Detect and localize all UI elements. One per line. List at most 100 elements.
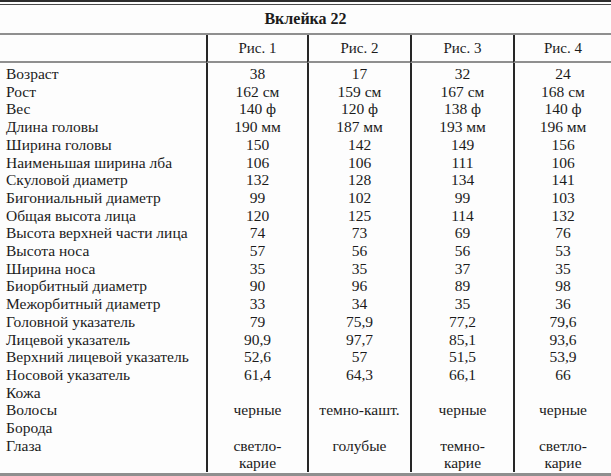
value-cell: 35 (307, 260, 410, 278)
value-cell: 57 (206, 242, 307, 260)
value-cell: 159 см (307, 83, 410, 101)
value-cell: 106 (307, 154, 410, 172)
column-header-fig1: Рис. 1 (206, 35, 307, 63)
measurements-table: Рис. 1 Рис. 2 Рис. 3 Рис. 4 Возраст38173… (0, 35, 611, 473)
value-cell: 97,7 (307, 331, 410, 349)
value-cell: 73 (307, 224, 410, 242)
value-cell (410, 384, 513, 402)
value-cell: 193 мм (410, 118, 513, 136)
value-cell: 156 (513, 136, 611, 154)
row-label: Возраст (0, 63, 206, 83)
value-cell: 37 (410, 260, 513, 278)
value-cell: 106 (513, 154, 611, 172)
value-cell: 75,9 (307, 313, 410, 331)
value-cell: 138 ф (410, 100, 513, 118)
row-label: Биорбитный диаметр (0, 277, 206, 295)
value-cell (410, 419, 513, 437)
row-label: Рост (0, 83, 206, 101)
row-label: Борода (0, 419, 206, 437)
value-cell: 35 (410, 295, 513, 313)
value-cell: 24 (513, 63, 611, 83)
value-cell: 162 см (206, 83, 307, 101)
value-cell (513, 384, 611, 402)
value-cell: 142 (307, 136, 410, 154)
value-cell: черные (513, 401, 611, 419)
value-cell: 90 (206, 277, 307, 295)
row-label: Общая высота лица (0, 207, 206, 225)
value-cell: 36 (513, 295, 611, 313)
value-cell: 69 (410, 224, 513, 242)
value-cell (206, 384, 307, 402)
value-cell: светло- карие (513, 437, 611, 472)
value-cell: 196 мм (513, 118, 611, 136)
value-cell: 190 мм (206, 118, 307, 136)
value-cell: 85,1 (410, 331, 513, 349)
row-label: Кожа (0, 384, 206, 402)
value-cell: 132 (513, 207, 611, 225)
row-label: Глаза (0, 437, 206, 472)
row-label: Бигониальный диаметр (0, 189, 206, 207)
value-cell: 66 (513, 366, 611, 384)
value-cell: 103 (513, 189, 611, 207)
corner-cell (0, 35, 206, 63)
value-cell: 34 (307, 295, 410, 313)
column-header-fig2: Рис. 2 (307, 35, 410, 63)
value-cell: 61,4 (206, 366, 307, 384)
row-label: Высота верхней части лица (0, 224, 206, 242)
value-cell: 76 (513, 224, 611, 242)
value-cell: 74 (206, 224, 307, 242)
value-cell: черные (410, 401, 513, 419)
value-cell: 132 (206, 171, 307, 189)
row-label: Ширина носа (0, 260, 206, 278)
value-cell: темно-кашт. (307, 401, 410, 419)
value-cell: 114 (410, 207, 513, 225)
value-cell: 150 (206, 136, 307, 154)
row-label: Головной указатель (0, 313, 206, 331)
value-cell: 125 (307, 207, 410, 225)
value-cell: 89 (410, 277, 513, 295)
value-cell: темно- карие (410, 437, 513, 472)
value-cell: 33 (206, 295, 307, 313)
value-cell: 93,6 (513, 331, 611, 349)
value-cell: 38 (206, 63, 307, 83)
value-cell (206, 419, 307, 437)
value-cell: 35 (206, 260, 307, 278)
value-cell: 167 см (410, 83, 513, 101)
value-cell: 52,6 (206, 348, 307, 366)
value-cell: черные (206, 401, 307, 419)
row-label: Скуловой диаметр (0, 171, 206, 189)
value-cell: 32 (410, 63, 513, 83)
row-label: Ширина головы (0, 136, 206, 154)
value-cell: 140 ф (206, 100, 307, 118)
value-cell: 187 мм (307, 118, 410, 136)
row-label: Верхний лицевой указатель (0, 348, 206, 366)
value-cell: голубые (307, 437, 410, 472)
row-label: Высота носа (0, 242, 206, 260)
value-cell: светло- карие (206, 437, 307, 472)
row-label: Носовой указатель (0, 366, 206, 384)
value-cell: 79,6 (513, 313, 611, 331)
row-label: Наименьшая ширина лба (0, 154, 206, 172)
value-cell: 96 (307, 277, 410, 295)
value-cell: 168 см (513, 83, 611, 101)
row-label: Лицевой указатель (0, 331, 206, 349)
row-label: Межорбитный диаметр (0, 295, 206, 313)
value-cell: 98 (513, 277, 611, 295)
value-cell: 141 (513, 171, 611, 189)
value-cell: 51,5 (410, 348, 513, 366)
column-header-fig4: Рис. 4 (513, 35, 611, 63)
value-cell: 57 (307, 348, 410, 366)
value-cell: 35 (513, 260, 611, 278)
table-title: Вклейка 22 (0, 5, 611, 33)
value-cell (307, 384, 410, 402)
value-cell: 111 (410, 154, 513, 172)
value-cell (513, 419, 611, 437)
value-cell: 120 ф (307, 100, 410, 118)
value-cell: 17 (307, 63, 410, 83)
value-cell: 56 (307, 242, 410, 260)
value-cell: 56 (410, 242, 513, 260)
value-cell: 53 (513, 242, 611, 260)
scanned-table-page: Вклейка 22 Рис. 1 Рис. 2 Рис. 3 Рис. 4 В… (0, 0, 611, 476)
value-cell: 140 ф (513, 100, 611, 118)
row-label: Вес (0, 100, 206, 118)
